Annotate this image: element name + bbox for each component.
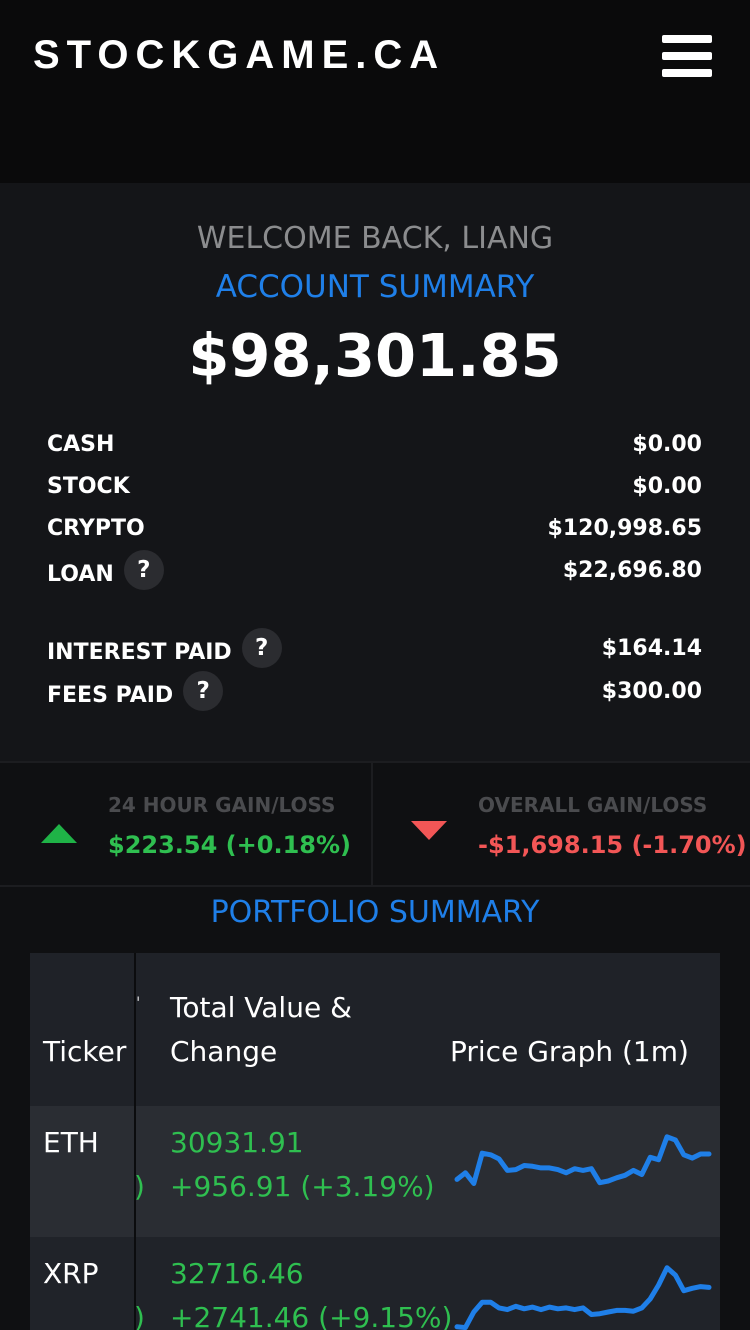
row-value: $0.00	[632, 474, 702, 499]
row-value: $0.00	[632, 432, 702, 457]
sparkline-path	[454, 1134, 712, 1186]
welcome-message: WELCOME BACK, LIANG	[196, 221, 554, 256]
row-label: INTEREST PAID	[47, 639, 232, 665]
header-ticker[interactable]: Ticker	[43, 1035, 127, 1068]
header-total-line2[interactable]: Change	[170, 1035, 278, 1068]
ticker-cell[interactable]: XRP	[43, 1257, 99, 1290]
row-value: $120,998.65	[547, 516, 702, 541]
header-cut-mark: '	[136, 993, 141, 1012]
hamburger-menu-icon[interactable]	[662, 35, 712, 77]
table-row[interactable]: ETH ) 30931.91 +956.91 (+3.19%)	[30, 1106, 720, 1237]
row-label: CRYPTO	[47, 516, 145, 541]
fees-help-icon[interactable]: ?	[183, 671, 224, 711]
table-row[interactable]: XRP ) 32716.46 +2741.46 (+9.15%)	[30, 1237, 720, 1330]
row-value: $300.00	[601, 679, 702, 704]
account-summary-title: ACCOUNT SUMMARY	[215, 269, 535, 305]
top-header: STOCKGAME.CA	[0, 0, 750, 183]
ticker-cell[interactable]: ETH	[43, 1126, 99, 1159]
table-header-row: Ticker ' Total Value & Change Price Grap…	[30, 953, 720, 1106]
header-price-graph[interactable]: Price Graph (1m)	[450, 1035, 689, 1068]
menu-bar	[662, 52, 712, 60]
interest-help-icon[interactable]: ?	[241, 628, 282, 668]
sparkline-path	[454, 1265, 712, 1330]
menu-bar	[662, 35, 712, 43]
loan-help-icon[interactable]: ?	[123, 550, 164, 590]
row-value: $22,696.80	[562, 558, 702, 583]
row-label: LOAN	[47, 561, 114, 587]
divider	[371, 763, 373, 887]
cut-cell: )	[134, 1170, 145, 1203]
portfolio-table: Ticker ' Total Value & Change Price Grap…	[30, 953, 720, 1330]
summary-row-interest-paid: INTEREST PAID? $164.14	[47, 628, 702, 668]
brand-logo[interactable]: STOCKGAME.CA	[33, 33, 446, 77]
xrp-price-sparkline	[454, 1265, 712, 1330]
arrow-up-icon	[41, 824, 77, 843]
change-cell: +956.91 (+3.19%)	[170, 1170, 435, 1203]
row-value: $164.14	[601, 636, 702, 661]
menu-bar	[662, 69, 712, 77]
row-label: CASH	[47, 432, 115, 457]
day-gain-title: 24 HOUR GAIN/LOSS	[108, 793, 336, 817]
summary-row-fees-paid: FEES PAID? $300.00	[47, 671, 702, 711]
summary-row-stock: STOCK $0.00	[47, 468, 702, 504]
gain-loss-panel: 24 HOUR GAIN/LOSS $223.54 (+0.18%) OVERA…	[0, 761, 750, 887]
summary-row-cash: CASH $0.00	[47, 426, 702, 462]
overall-gain-title: OVERALL GAIN/LOSS	[478, 793, 708, 817]
account-summary-panel: WELCOME BACK, LIANG ACCOUNT SUMMARY $98,…	[0, 183, 750, 761]
eth-price-sparkline	[454, 1134, 712, 1186]
row-label: FEES PAID	[47, 682, 174, 708]
portfolio-summary-title: PORTFOLIO SUMMARY	[210, 895, 540, 930]
overall-gain-value: -$1,698.15 (-1.70%)	[478, 831, 747, 859]
value-cell: 30931.91	[170, 1126, 304, 1159]
value-cell: 32716.46	[170, 1257, 304, 1290]
row-label: STOCK	[47, 474, 130, 499]
day-gain-value: $223.54 (+0.18%)	[108, 831, 351, 859]
account-total-value: $98,301.85	[188, 321, 562, 390]
summary-row-crypto: CRYPTO $120,998.65	[47, 510, 702, 546]
arrow-down-icon	[411, 821, 447, 840]
change-cell: +2741.46 (+9.15%)	[170, 1301, 453, 1330]
cut-cell: )	[134, 1301, 145, 1330]
summary-row-loan: LOAN? $22,696.80	[47, 550, 702, 590]
column-divider	[134, 953, 136, 1330]
header-total-line1[interactable]: Total Value &	[170, 991, 352, 1024]
